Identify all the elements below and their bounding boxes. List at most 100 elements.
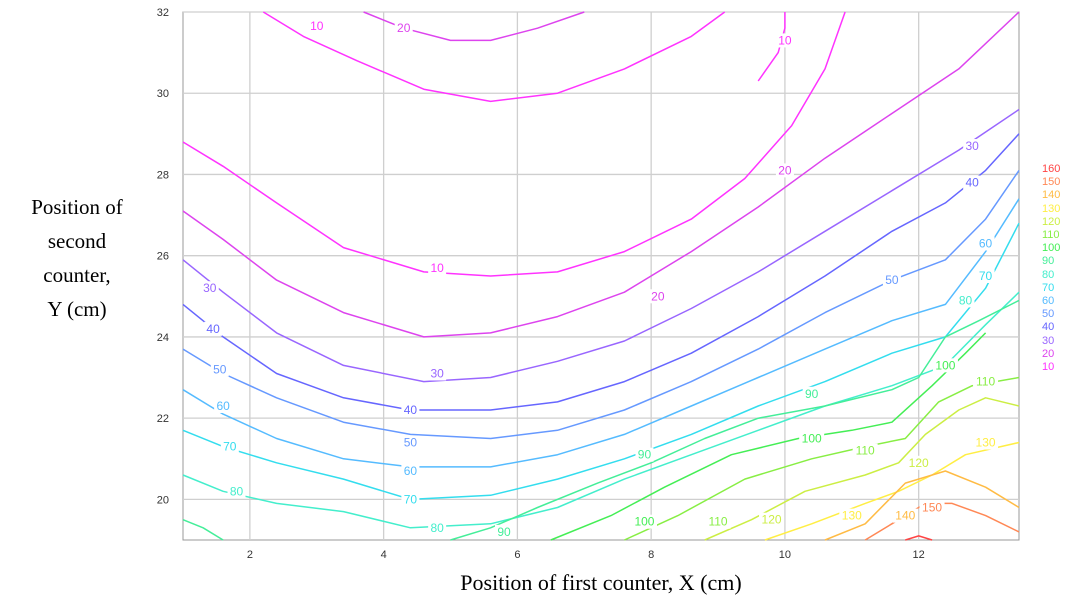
y-tick-label: 20 [157, 494, 169, 506]
contour-label: 10 [430, 261, 444, 275]
contour-label-bg [705, 514, 731, 529]
contour-label: 70 [404, 492, 418, 506]
contour-line-60 [182, 198, 1020, 468]
x-axis-label: Position of first counter, X (cm) [460, 570, 742, 595]
y-tick-label: 24 [157, 332, 169, 344]
contour-label: 20 [778, 163, 792, 177]
contour-label: 10 [778, 33, 792, 47]
contour-label: 50 [213, 362, 227, 376]
contour-label-bg [973, 435, 999, 450]
contour-label-bg [631, 514, 657, 529]
contour-line-130 [764, 441, 1020, 541]
contour-label-bg [401, 492, 420, 507]
contour-label: 60 [979, 237, 993, 251]
x-tick-label: 2 [247, 549, 253, 561]
contour-label-bg [976, 269, 995, 283]
contour-label: 140 [895, 509, 915, 523]
contour-label: 50 [885, 273, 899, 287]
contour-label: 80 [230, 484, 244, 498]
contour-label: 10 [310, 19, 324, 33]
contour-label-bg [976, 236, 995, 251]
legend-entry-130: 130 [1042, 202, 1061, 215]
contour-line-40 [182, 133, 1020, 411]
contour-label: 70 [223, 440, 237, 454]
contour-line-80 [182, 291, 1020, 529]
legend-entry-70: 70 [1042, 281, 1055, 294]
x-tick-label: 12 [913, 549, 925, 561]
contour-label: 30 [966, 139, 980, 153]
contour-label-bg [802, 386, 821, 401]
legend: 160 150 140 130 120 110 100 90 80 70 60 50 40 30 20 10 [1042, 163, 1060, 374]
contour-line-90 [182, 519, 224, 541]
contour-label-bg [956, 293, 975, 308]
legend-entry-40: 40 [1042, 321, 1055, 334]
contour-label: 150 [922, 501, 942, 515]
contour-label: 40 [404, 403, 418, 417]
contour-label-bg [775, 33, 794, 48]
contour-label: 50 [404, 436, 418, 450]
contour-label-bg [210, 362, 229, 377]
contour-label: 60 [216, 399, 230, 413]
contour-label: 30 [430, 366, 444, 380]
contour-label: 60 [404, 464, 418, 478]
contour-line-160 [905, 535, 933, 541]
y-tick-label: 28 [157, 169, 169, 181]
contour-label: 100 [634, 515, 654, 529]
contour-label: 120 [909, 456, 929, 470]
contour-label-bg [759, 512, 785, 527]
contour-label-bg [428, 520, 447, 535]
contour-label-bg [214, 398, 233, 413]
contour-label-bg [428, 366, 447, 381]
legend-entry-120: 120 [1042, 215, 1061, 228]
legend-entry-160: 160 [1042, 163, 1061, 175]
y-tick-label: 32 [157, 7, 169, 19]
contour-line-140 [824, 470, 1020, 541]
contour-line-120 [704, 397, 1020, 541]
contour-label: 120 [762, 513, 782, 527]
contour-label: 40 [966, 176, 980, 190]
contour-label-bg [963, 139, 982, 154]
x-axis-ticks: 2 4 6 8 10 12 [247, 549, 925, 561]
contour-labels: 10 20 10 30 20 40 10 30 20 50 60 70 80 40 30 50 100 110 40… [200, 19, 999, 539]
contour-label-bg [635, 447, 654, 462]
legend-entry-90: 90 [1042, 255, 1055, 268]
contour-label-bg [428, 260, 447, 275]
contour-line-70 [182, 222, 1020, 501]
x-tick-label: 10 [779, 549, 791, 561]
contour-line-50 [182, 169, 1020, 440]
grid [183, 11, 1019, 540]
contour-label-bg [852, 443, 878, 458]
contour-line-30 [182, 108, 1020, 383]
legend-entry-100: 100 [1042, 242, 1061, 255]
contour-label: 20 [651, 289, 665, 303]
contour-label-bg [932, 358, 958, 373]
contour-label-bg [401, 435, 420, 450]
legend-entry-60: 60 [1042, 295, 1055, 308]
legend-entry-30: 30 [1042, 334, 1055, 347]
y-tick-label: 22 [157, 413, 169, 425]
contour-label-bg [495, 524, 514, 539]
contour-label: 90 [638, 448, 652, 462]
contour-label: 20 [397, 21, 411, 35]
contour-label-bg [882, 273, 901, 288]
contour-line-90 [450, 299, 1020, 541]
contour-lines [182, 11, 1020, 541]
contour-label: 100 [935, 358, 955, 372]
contour-label-bg [648, 289, 667, 304]
x-tick-label: 8 [648, 549, 654, 561]
contour-line-20 [182, 11, 1020, 338]
y-axis-label: Position of second counter, Y (cm) [31, 195, 123, 321]
legend-entry-80: 80 [1042, 268, 1055, 281]
contour-label-bg [227, 484, 246, 499]
contour-label: 110 [976, 375, 995, 389]
contour-label-bg [799, 431, 825, 446]
contour-label-bg [839, 508, 865, 523]
contour-label: 110 [708, 515, 727, 529]
legend-entry-110: 110 [1042, 229, 1060, 242]
contour-label: 100 [802, 431, 822, 445]
contour-label-bg [200, 281, 219, 296]
contour-label-bg [204, 321, 223, 336]
contour-line-10 [262, 11, 726, 103]
contour-label-bg [307, 19, 326, 34]
